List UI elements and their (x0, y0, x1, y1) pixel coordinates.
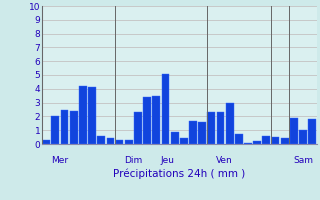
Bar (180, 138, 188, 144)
Bar (88, 87, 96, 144)
Bar (217, 112, 224, 144)
Bar (134, 112, 142, 144)
Bar (52, 116, 59, 144)
Text: Jeu: Jeu (161, 156, 175, 165)
Bar (226, 103, 234, 144)
Bar (290, 118, 298, 144)
Text: Précipitations 24h ( mm ): Précipitations 24h ( mm ) (113, 169, 245, 179)
Bar (207, 112, 215, 144)
Bar (125, 140, 133, 144)
Bar (262, 136, 270, 144)
Bar (281, 138, 289, 144)
Text: Mer: Mer (51, 156, 68, 165)
Bar (171, 132, 179, 144)
Bar (189, 121, 197, 144)
Bar (308, 119, 316, 144)
Bar (143, 97, 151, 144)
Bar (42, 140, 50, 144)
Bar (152, 96, 160, 144)
Bar (244, 143, 252, 144)
Text: Dim: Dim (124, 156, 142, 165)
Bar (235, 134, 243, 144)
Bar (107, 138, 114, 144)
Bar (198, 122, 206, 144)
Bar (70, 111, 78, 144)
Text: Ven: Ven (216, 156, 233, 165)
Bar (60, 110, 68, 144)
Bar (299, 130, 307, 144)
Bar (272, 137, 279, 144)
Text: Sam: Sam (294, 156, 314, 165)
Bar (97, 136, 105, 144)
Bar (253, 141, 261, 144)
Bar (79, 86, 87, 144)
Bar (162, 74, 169, 144)
Bar (116, 140, 124, 144)
